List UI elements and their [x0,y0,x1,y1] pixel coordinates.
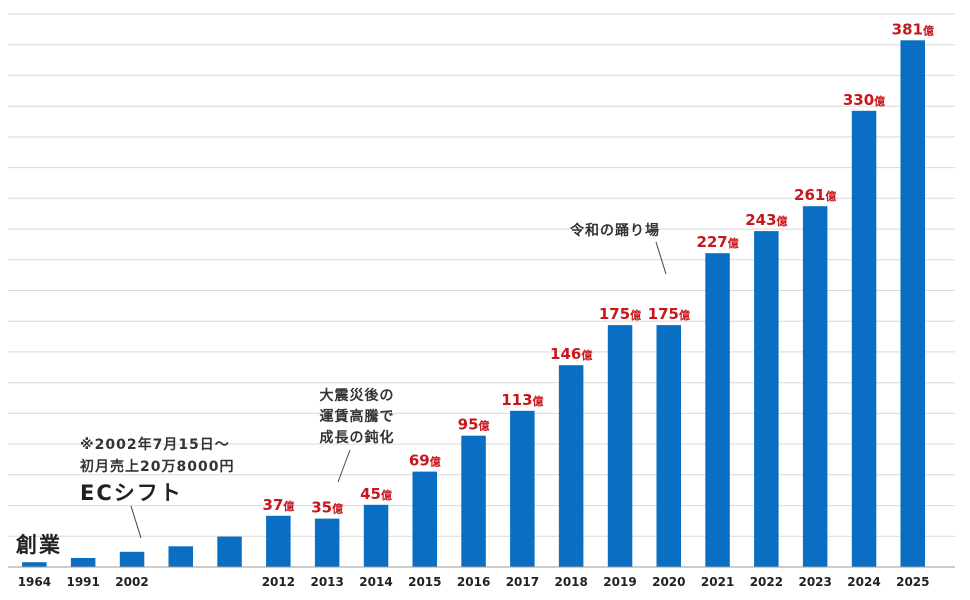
x-tick-label: 2012 [262,575,295,589]
x-tick-label: 1964 [18,575,51,589]
data-label: 37億 [262,496,294,514]
data-label: 69億 [409,452,441,470]
bar [217,536,242,567]
bar [510,410,535,567]
earthquake-note-line2: 運賃高騰で [320,408,395,425]
bar [851,110,877,568]
x-tick-label: 2021 [701,575,734,589]
bar [607,325,633,567]
bar [754,231,779,567]
data-label: 175億 [648,305,690,323]
bar [70,558,96,567]
x-tick-label: 2023 [798,575,831,589]
ec-shift-note-line2: 初月売上20万8000円 [80,458,234,475]
bar [363,504,389,567]
data-label: 35億 [311,499,343,517]
bar [900,40,925,568]
data-label: 330億 [843,91,885,109]
reiwa-pointer [655,241,667,275]
bar [266,515,291,567]
x-tick-label: 2025 [896,575,929,589]
bar [412,471,437,567]
x-tick-label: 2024 [847,575,880,589]
reiwa-annotation: 令和の踊り場 [569,222,667,275]
data-label: 113億 [501,391,543,409]
x-tick-label: 2019 [603,575,636,589]
data-label: 45億 [360,485,392,503]
ec-shift-note-line1: ※2002年7月15日～ [80,436,230,453]
bar [314,518,340,567]
x-tick-label: 2015 [408,575,441,589]
data-label: 381億 [892,20,934,38]
data-label: 175億 [599,305,641,323]
founding-annotation: 創業 [16,533,62,557]
earthquake-note-line1: 大震災後の [320,387,395,404]
bar [22,562,47,567]
x-tick-label: 2016 [457,575,490,589]
x-tick-label: 2014 [359,575,392,589]
x-tick-label: 2017 [506,575,539,589]
x-tick-label: 1991 [66,575,99,589]
x-tick-labels: 1964 1991 2002 2012 2013 2014 2015 2016 2017 2018… [18,575,930,589]
bar [461,435,486,567]
data-label: 146億 [550,345,592,363]
bar [705,253,730,567]
reiwa-note: 令和の踊り場 [569,222,660,239]
x-tick-label: 2018 [554,575,587,589]
earthquake-annotation: 大震災後の 運賃高騰で 成長の鈍化 [320,387,395,483]
bar [168,546,193,567]
bar [802,206,828,567]
bar [119,551,145,567]
x-tick-label: 2020 [652,575,685,589]
ec-shift-annotation: ※2002年7月15日～ 初月売上20万8000円 ECシフト [80,436,234,539]
data-label: 243億 [745,211,787,229]
bars [22,40,925,568]
earthquake-pointer [337,449,351,483]
bar [558,365,584,567]
x-tick-label: 2002 [115,575,148,589]
data-label: 227億 [696,233,738,251]
x-tick-label: 2022 [750,575,783,589]
ec-shift-pointer [130,505,142,539]
data-label: 95億 [458,416,490,434]
data-labels: 37億 35億 45億 69億 95億 113億 146億 175億 175億 227億 243億 2… [262,20,933,516]
ec-shift-label: ECシフト [80,481,183,505]
x-tick-label: 2013 [310,575,343,589]
data-label: 261億 [794,186,836,204]
earthquake-note-line3: 成長の鈍化 [320,429,395,446]
bar [656,325,681,567]
